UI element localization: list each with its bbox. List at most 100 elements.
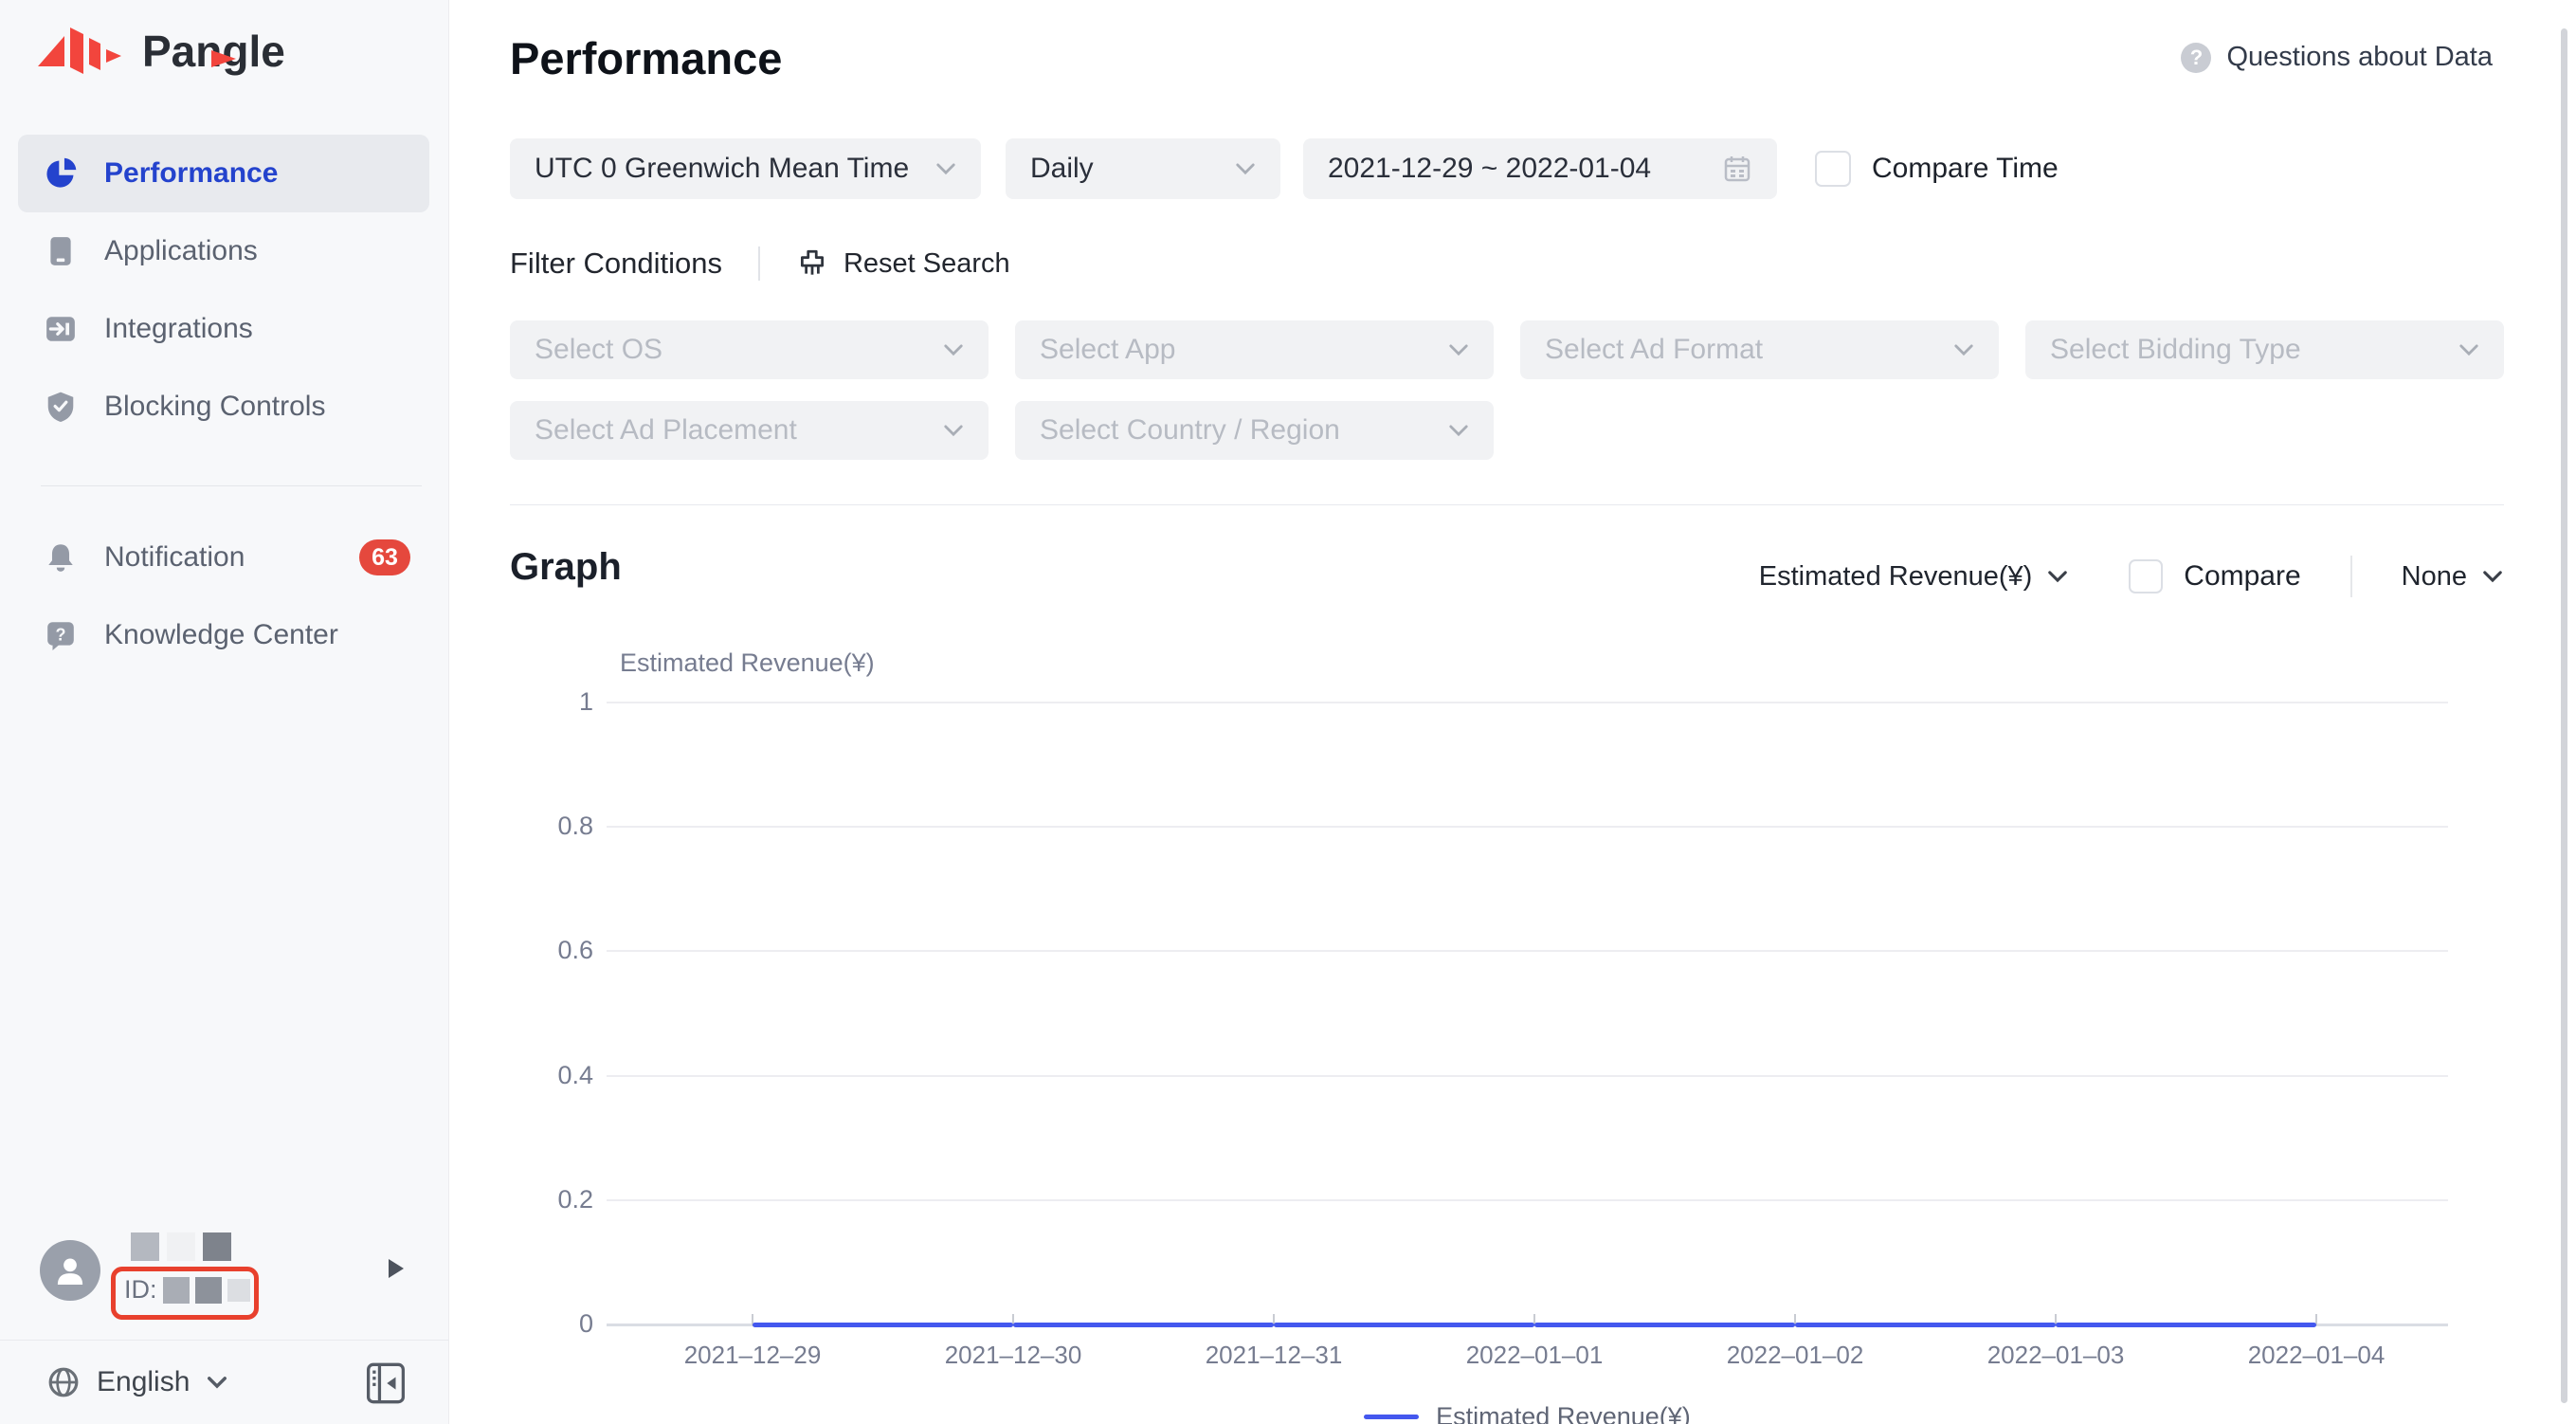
series-line-segment (1013, 1322, 1274, 1327)
sidebar-item-knowledge-center[interactable]: ? Knowledge Center (18, 596, 429, 674)
graph-controls: Estimated Revenue(¥) Compare None (1759, 556, 2503, 597)
select-os[interactable]: Select OS (510, 320, 989, 379)
metric-value: Estimated Revenue(¥) (1758, 560, 2033, 592)
x-axis-tick (1533, 1314, 1535, 1325)
shield-check-icon (44, 390, 78, 424)
select-bidding-type[interactable]: Select Bidding Type (2025, 320, 2504, 379)
y-tick-label: 0.2 (557, 1184, 593, 1214)
legend-item[interactable]: Estimated Revenue(¥) (1364, 1402, 1691, 1424)
annotation-highlight-box (111, 1267, 259, 1320)
x-tick-label: 2021–12–31 (1205, 1341, 1343, 1369)
language-label: English (97, 1366, 190, 1397)
y-tick-label: 0.8 (557, 812, 593, 841)
help-link-label: Questions about Data (2226, 42, 2493, 72)
sidebar-item-integrations[interactable]: Integrations (18, 290, 429, 368)
select-country-region[interactable]: Select Country / Region (1015, 401, 1494, 460)
series-line-segment (2056, 1322, 2316, 1327)
grid-line (607, 950, 2448, 953)
user-block: ID: (0, 1223, 449, 1327)
sidebar-item-label: Performance (104, 157, 279, 189)
chevron-down-icon (1449, 425, 1468, 437)
sidebar: Pangle Performance (0, 0, 449, 1424)
question-bubble-icon: ? (44, 618, 78, 652)
y-tick-label: 0.4 (557, 1060, 593, 1089)
y-tick-label: 0 (578, 1309, 593, 1338)
pangle-logo-icon (36, 23, 127, 80)
sidebar-divider (41, 485, 422, 486)
brand-logo[interactable]: Pangle (36, 23, 285, 80)
series-line-segment (1795, 1322, 2056, 1327)
vertical-divider (2349, 556, 2352, 597)
sidebar-item-performance[interactable]: Performance (18, 135, 429, 212)
x-tick-label: 2022–01–02 (1726, 1341, 1864, 1369)
x-tick-label: 2021–12–30 (944, 1341, 1082, 1369)
expand-user-menu-arrow-icon[interactable] (389, 1259, 404, 1278)
chevron-down-icon (2459, 344, 2478, 356)
top-controls-row: UTC 0 Greenwich Mean Time Daily 2021-12-… (510, 138, 2059, 199)
help-circle-icon: ? (2181, 42, 2212, 73)
timezone-value: UTC 0 Greenwich Mean Time (535, 153, 910, 184)
collapse-sidebar-button[interactable] (366, 1361, 406, 1405)
granularity-value: Daily (1030, 153, 1094, 184)
breakdown-select[interactable]: None (2402, 561, 2503, 593)
reset-search-button[interactable]: Reset Search (796, 247, 1010, 280)
grid-line (607, 1074, 2448, 1077)
sidebar-item-label: Knowledge Center (104, 619, 338, 650)
logo-red-notch (210, 50, 236, 67)
chevron-down-icon (2483, 571, 2502, 583)
compare-label: Compare (2184, 560, 2301, 592)
sidebar-nav: Performance Applications (18, 135, 429, 674)
compare-time-checkbox[interactable] (1815, 151, 1851, 187)
tablet-icon (44, 234, 78, 268)
date-range-value: 2021-12-29 ~ 2022-01-04 (1328, 153, 1652, 184)
x-axis-tick (2055, 1314, 2057, 1325)
select-ad-format[interactable]: Select Ad Format (1520, 320, 1999, 379)
x-axis-tick (1794, 1314, 1796, 1325)
graph-section-title: Graph (510, 546, 622, 588)
series-line-segment (1534, 1322, 1795, 1327)
section-divider (510, 504, 2504, 505)
y-tick-label: 0.6 (557, 936, 593, 965)
y-tick-label: 1 (578, 687, 593, 716)
y-axis-name: Estimated Revenue(¥) (620, 648, 875, 677)
select-app[interactable]: Select App (1015, 320, 1494, 379)
x-tick-label: 2022–01–01 (1465, 1341, 1604, 1369)
chevron-down-icon (944, 344, 963, 356)
calendar-icon (1722, 154, 1752, 184)
sidebar-item-blocking-controls[interactable]: Blocking Controls (18, 368, 429, 446)
chevron-down-icon (936, 163, 955, 175)
notification-count-badge: 63 (359, 539, 410, 575)
x-axis-tick (1273, 1314, 1275, 1325)
sidebar-item-label: Blocking Controls (104, 391, 326, 422)
series-line-segment (1274, 1322, 1534, 1327)
compare-checkbox[interactable] (2129, 559, 2164, 593)
filter-conditions-title: Filter Conditions (510, 246, 722, 280)
granularity-select[interactable]: Daily (1006, 138, 1280, 199)
chevron-down-icon (1954, 344, 1973, 356)
x-tick-label: 2022–01–03 (1986, 1341, 2125, 1369)
timezone-select[interactable]: UTC 0 Greenwich Mean Time (510, 138, 981, 199)
sidebar-item-label: Applications (104, 235, 258, 266)
sidebar-item-label: Integrations (104, 313, 253, 344)
brand-name: Pangle (142, 27, 285, 76)
select-ad-placement[interactable]: Select Ad Placement (510, 401, 989, 460)
breakdown-value: None (2401, 560, 2467, 592)
x-axis-tick (2315, 1314, 2317, 1325)
globe-icon (47, 1366, 80, 1398)
reset-search-label: Reset Search (843, 247, 1010, 279)
series-line-segment (753, 1322, 1013, 1327)
date-range-picker[interactable]: 2021-12-29 ~ 2022-01-04 (1303, 138, 1777, 199)
questions-about-data-link[interactable]: ? Questions about Data (2181, 42, 2493, 73)
metric-select[interactable]: Estimated Revenue(¥) (1759, 561, 2069, 593)
legend-line-marker (1364, 1415, 1420, 1419)
sidebar-item-notification[interactable]: Notification 63 (18, 519, 429, 596)
sidebar-item-applications[interactable]: Applications (18, 212, 429, 290)
page-scrollbar[interactable] (2561, 28, 2567, 1403)
compare-time-label: Compare Time (1872, 153, 2059, 184)
language-switcher[interactable]: English (47, 1341, 227, 1424)
user-avatar (40, 1240, 100, 1301)
masked-username (131, 1232, 231, 1261)
x-tick-label: 2021–12–29 (683, 1341, 822, 1369)
legend-label: Estimated Revenue(¥) (1436, 1402, 1691, 1424)
